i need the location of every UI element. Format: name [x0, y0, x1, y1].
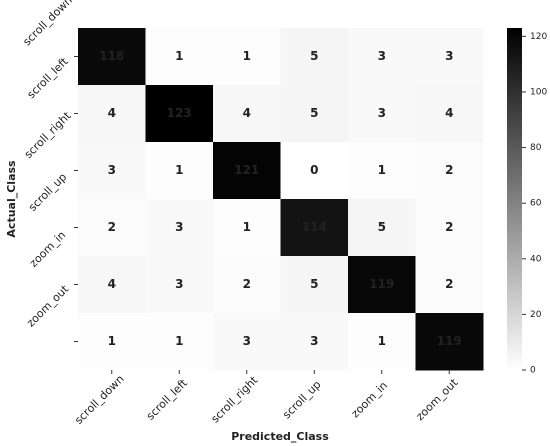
cell-label: 123 [167, 106, 192, 120]
y-tick-label: scroll_right [22, 109, 74, 161]
cell [213, 28, 281, 86]
cell [213, 85, 281, 143]
cell-label: 121 [234, 163, 259, 177]
y-tick-label: scroll_down [20, 0, 75, 48]
x-tick-label: zoom_out [413, 376, 460, 423]
colorbar-tick-label: 100 [530, 87, 547, 97]
cell [213, 313, 281, 371]
cell [78, 142, 146, 200]
colorbar-tick-label: 0 [530, 366, 536, 376]
cell-label: 3 [378, 106, 386, 120]
cell-label: 3 [108, 163, 116, 177]
cell-label: 1 [378, 334, 386, 348]
cell-label: 119 [437, 334, 462, 348]
cell-label: 1 [378, 163, 386, 177]
colorbar-tick-label: 120 [530, 32, 547, 42]
cell [415, 142, 484, 200]
y-tick-label: scroll_left [25, 55, 72, 102]
cell-label: 114 [302, 220, 327, 234]
cell [78, 28, 146, 86]
cell [280, 313, 349, 371]
x-tick-label: scroll_up [280, 378, 323, 421]
colorbar-tick-label: 60 [530, 199, 542, 209]
cell-label: 5 [310, 106, 318, 120]
cell-label: 5 [310, 49, 318, 63]
cell-label: 3 [378, 49, 386, 63]
cell [348, 142, 416, 200]
cell-label: 3 [175, 277, 183, 291]
colorbar-tick-label: 40 [530, 254, 542, 264]
cell-label: 4 [108, 277, 116, 291]
cell-label: 5 [378, 220, 386, 234]
cell [348, 199, 416, 257]
cell [145, 142, 214, 200]
cell [213, 142, 281, 200]
cell [145, 85, 214, 143]
cell-label: 5 [310, 277, 318, 291]
cell-label: 2 [445, 277, 453, 291]
cell-label: 2 [108, 220, 116, 234]
cell [145, 256, 214, 314]
cell-label: 4 [243, 106, 251, 120]
cell-label: 118 [99, 49, 124, 63]
colorbar [507, 28, 522, 370]
colorbar-tick-label: 20 [530, 310, 542, 320]
x-tick-label: scroll_down [72, 372, 127, 427]
cell [78, 313, 146, 371]
cell [78, 199, 146, 257]
cell-label: 1 [243, 220, 251, 234]
cell-label: 4 [445, 106, 453, 120]
y-tick-label: zoom_out [24, 282, 71, 329]
cell [78, 85, 146, 143]
cell [415, 256, 484, 314]
x-tick-label: zoom_in [349, 379, 390, 420]
cell [348, 313, 416, 371]
cell [145, 28, 214, 86]
cell [213, 256, 281, 314]
y-axis-title: Actual_Class [5, 160, 18, 238]
cell-label: 119 [369, 277, 394, 291]
cell [348, 28, 416, 86]
cell [348, 85, 416, 143]
x-tick-label: scroll_left [144, 376, 191, 423]
cell-label: 1 [175, 49, 183, 63]
cell [415, 28, 484, 86]
cell [415, 85, 484, 143]
cell-label: 1 [175, 334, 183, 348]
cell [213, 199, 281, 257]
cell-label: 1 [108, 334, 116, 348]
cell-label: 1 [243, 49, 251, 63]
cell-label: 2 [445, 163, 453, 177]
cell [145, 199, 214, 257]
cell-label: 3 [445, 49, 453, 63]
cell-label: 1 [175, 163, 183, 177]
cell [280, 142, 349, 200]
cell [280, 28, 349, 86]
cell [280, 256, 349, 314]
cell [348, 256, 416, 314]
cell-label: 2 [243, 277, 251, 291]
cell-label: 3 [243, 334, 251, 348]
cell-label: 2 [445, 220, 453, 234]
cell [415, 199, 484, 257]
cell-label: 4 [108, 106, 116, 120]
cell [280, 85, 349, 143]
y-tick-label: zoom_in [27, 228, 68, 269]
cell-label: 0 [310, 163, 318, 177]
cell [415, 313, 484, 371]
cell-label: 3 [175, 220, 183, 234]
cell [78, 256, 146, 314]
cell [280, 199, 349, 257]
y-tick-label: scroll_up [26, 170, 69, 213]
cell [145, 313, 214, 371]
colorbar-tick-label: 80 [530, 143, 542, 153]
x-tick-label: scroll_right [208, 373, 260, 425]
x-axis-title: Predicted_Class [231, 430, 329, 443]
cell-label: 3 [310, 334, 318, 348]
